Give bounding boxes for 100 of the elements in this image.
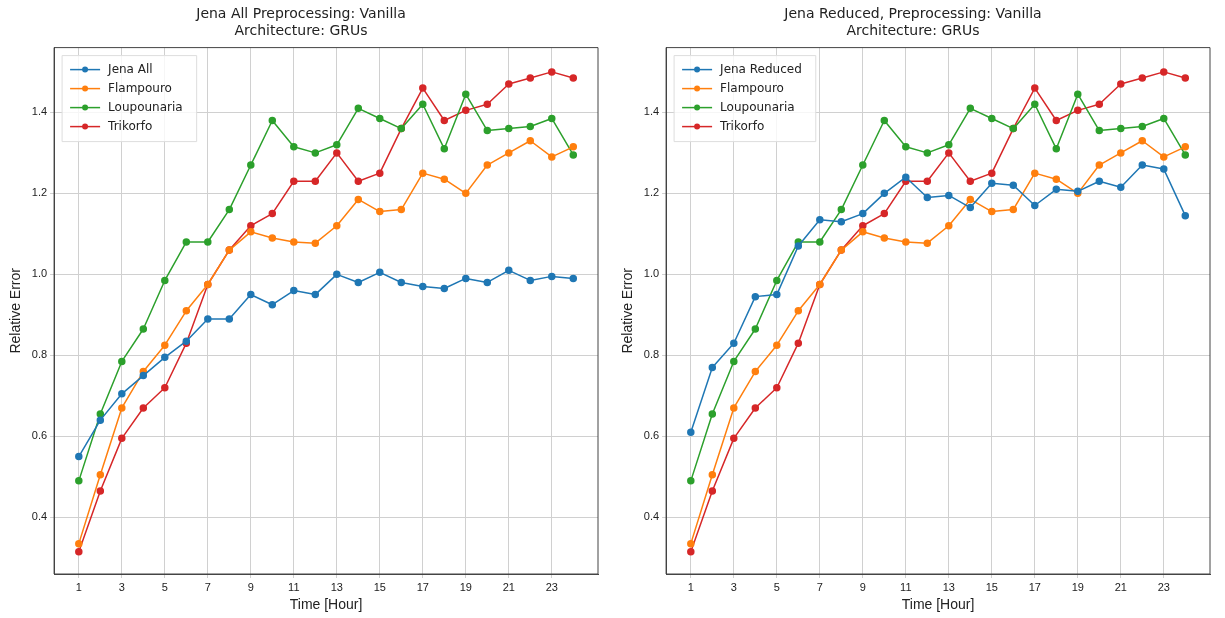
point bbox=[1031, 84, 1039, 92]
point bbox=[96, 410, 105, 418]
x-tick-label: 1 bbox=[75, 580, 82, 593]
point bbox=[773, 276, 781, 285]
x-tick-label: 5 bbox=[161, 580, 168, 593]
point bbox=[708, 410, 717, 418]
point bbox=[440, 145, 449, 153]
x-tick-label: 13 bbox=[942, 580, 955, 593]
point bbox=[1095, 100, 1104, 109]
point bbox=[268, 116, 277, 125]
x-tick-label: 7 bbox=[204, 580, 211, 593]
legend-label: Loupounaria bbox=[108, 99, 183, 114]
point bbox=[139, 325, 148, 333]
point bbox=[333, 222, 341, 230]
point bbox=[923, 193, 932, 202]
x-tick-label: 15 bbox=[985, 580, 998, 593]
point bbox=[204, 315, 212, 323]
point bbox=[1052, 175, 1061, 183]
point bbox=[118, 434, 126, 443]
point bbox=[440, 175, 449, 183]
point bbox=[333, 149, 341, 157]
x-axis-title: Time [Hour] bbox=[901, 596, 975, 613]
point bbox=[966, 195, 975, 204]
point bbox=[988, 114, 996, 123]
point bbox=[333, 141, 341, 149]
y-tick-label: 0.4 bbox=[643, 510, 660, 523]
y-tick-label: 1.2 bbox=[643, 186, 660, 199]
point bbox=[483, 161, 492, 169]
point bbox=[1117, 183, 1125, 192]
point bbox=[75, 477, 83, 485]
point bbox=[1031, 100, 1039, 109]
point bbox=[773, 290, 781, 299]
point bbox=[902, 143, 910, 151]
x-tick-label: 23 bbox=[1157, 580, 1170, 593]
point bbox=[880, 234, 889, 242]
point bbox=[462, 106, 470, 115]
point bbox=[816, 215, 824, 224]
point bbox=[923, 177, 932, 185]
y-tick-label: 1.0 bbox=[31, 267, 48, 280]
legend-label: Trikorfo bbox=[719, 118, 765, 133]
point bbox=[1052, 145, 1061, 153]
point bbox=[1160, 165, 1168, 173]
point bbox=[923, 149, 932, 157]
chart-title: Jena All Preprocessing: Vanilla Architecture: GRUs bbox=[195, 5, 406, 38]
x-tick-label: 15 bbox=[373, 580, 386, 593]
x-tick-label: 23 bbox=[545, 580, 558, 593]
point bbox=[1095, 161, 1104, 169]
point bbox=[1160, 68, 1168, 76]
point bbox=[1095, 126, 1104, 135]
point bbox=[988, 207, 996, 216]
point bbox=[708, 471, 717, 479]
point bbox=[945, 222, 953, 230]
point bbox=[161, 383, 169, 392]
point bbox=[268, 234, 277, 242]
point bbox=[1009, 205, 1018, 214]
point bbox=[548, 114, 556, 123]
point bbox=[333, 270, 341, 279]
point bbox=[687, 547, 695, 556]
point bbox=[1138, 122, 1147, 131]
point bbox=[75, 539, 83, 548]
x-axis-title: Time [Hour] bbox=[289, 596, 363, 613]
point bbox=[859, 228, 867, 236]
point bbox=[440, 116, 449, 125]
point bbox=[225, 315, 234, 323]
point bbox=[96, 487, 105, 495]
point bbox=[1052, 116, 1061, 125]
point bbox=[859, 222, 867, 230]
point bbox=[1138, 74, 1147, 82]
x-tick-label: 21 bbox=[502, 580, 515, 593]
point bbox=[311, 290, 320, 299]
point bbox=[182, 307, 191, 315]
point bbox=[419, 100, 427, 109]
point bbox=[462, 189, 470, 198]
point bbox=[1160, 153, 1168, 161]
legend-label: Trikorfo bbox=[107, 118, 153, 133]
x-tick-label: 7 bbox=[816, 580, 823, 593]
point bbox=[419, 169, 427, 177]
point bbox=[569, 143, 578, 151]
point bbox=[462, 274, 470, 283]
point bbox=[376, 114, 384, 123]
point bbox=[526, 136, 535, 145]
point bbox=[118, 404, 126, 412]
point bbox=[859, 161, 867, 169]
point bbox=[290, 177, 298, 185]
point bbox=[1181, 151, 1190, 159]
point bbox=[419, 282, 427, 291]
point bbox=[708, 363, 717, 372]
point bbox=[96, 416, 105, 424]
point bbox=[837, 205, 846, 214]
point bbox=[376, 268, 384, 277]
y-tick-label: 1.4 bbox=[31, 105, 48, 118]
point bbox=[880, 189, 889, 198]
x-tick-label: 11 bbox=[288, 580, 300, 593]
point bbox=[247, 161, 255, 169]
point bbox=[966, 104, 975, 113]
point bbox=[687, 477, 695, 485]
point bbox=[118, 357, 126, 366]
point bbox=[1117, 149, 1125, 157]
point bbox=[118, 390, 126, 398]
point bbox=[730, 404, 738, 412]
